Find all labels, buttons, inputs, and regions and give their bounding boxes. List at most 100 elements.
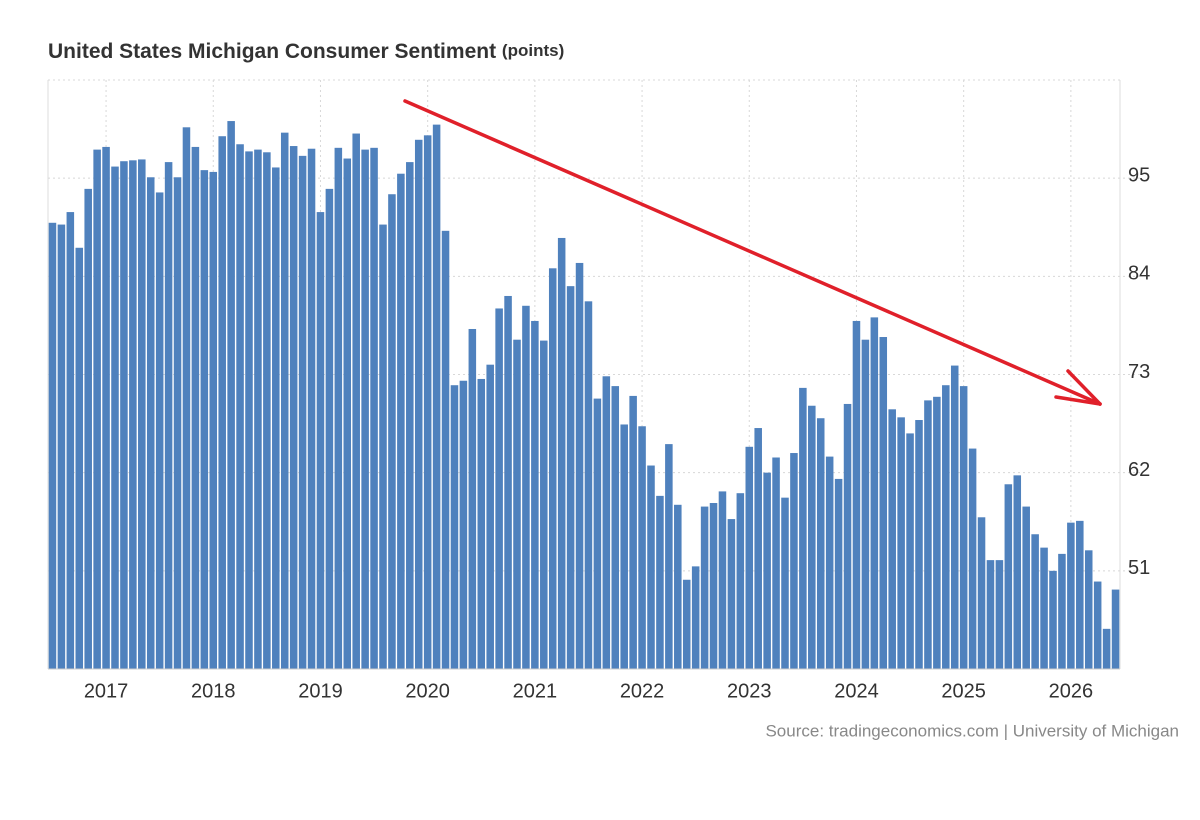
bar — [1004, 484, 1013, 669]
bar — [504, 295, 512, 669]
y-tick-label: 62 — [1128, 459, 1150, 481]
bar — [584, 301, 593, 669]
bar — [146, 177, 155, 670]
bar — [897, 417, 905, 669]
bar — [352, 133, 360, 669]
bar — [459, 380, 468, 669]
bar — [129, 160, 137, 669]
x-tick-label: 2017 — [84, 680, 129, 702]
bar — [468, 328, 477, 669]
bar — [138, 159, 146, 669]
y-tick-label: 95 — [1128, 164, 1150, 186]
x-tick-label: 2026 — [1049, 680, 1094, 702]
bar — [218, 136, 226, 670]
bar — [263, 152, 271, 669]
bar — [66, 212, 75, 669]
bar — [307, 148, 316, 669]
x-tick-label: 2018 — [191, 680, 236, 702]
bar — [602, 376, 611, 669]
bar — [548, 268, 557, 669]
bar — [674, 504, 682, 669]
x-tick-label: 2022 — [620, 680, 665, 702]
bar — [173, 177, 182, 670]
bar — [254, 149, 262, 670]
bar — [477, 378, 486, 669]
bar — [977, 517, 986, 669]
x-tick-label: 2021 — [513, 680, 558, 702]
bar — [155, 192, 164, 670]
bar — [75, 247, 84, 669]
trend-arrow — [403, 99, 1102, 406]
bar — [280, 132, 289, 670]
bar — [111, 166, 119, 669]
bar — [486, 364, 494, 669]
bar — [647, 465, 655, 669]
bar — [799, 387, 807, 669]
bar — [906, 433, 914, 669]
y-tick-label: 73 — [1128, 361, 1150, 383]
bar — [57, 224, 66, 669]
bar — [316, 212, 325, 669]
x-tick-label: 2019 — [298, 680, 343, 702]
y-tick-label: 51 — [1128, 557, 1150, 579]
bar — [781, 497, 789, 669]
bar — [682, 579, 691, 669]
bar — [611, 386, 620, 669]
bar — [986, 560, 995, 669]
bar — [540, 340, 548, 669]
bar — [950, 365, 959, 669]
bar — [629, 395, 637, 669]
bar — [933, 396, 941, 669]
bar — [388, 194, 396, 670]
bar — [1013, 475, 1022, 669]
bar — [995, 560, 1004, 669]
bar — [665, 444, 673, 669]
bar — [834, 478, 843, 669]
bar — [825, 456, 834, 669]
x-tick-label: 2025 — [941, 680, 986, 702]
bar — [1084, 550, 1093, 669]
bar — [334, 147, 343, 670]
bar — [272, 167, 280, 669]
bar — [343, 158, 352, 670]
y-tick-label: 84 — [1128, 263, 1150, 285]
source: Source: tradingeconomics.com | Universit… — [765, 721, 1179, 740]
bar — [441, 230, 450, 669]
title-text: United States Michigan Consumer Sentimen… — [48, 40, 496, 63]
bar — [245, 151, 253, 670]
bar — [1040, 547, 1048, 669]
chart-title: United States Michigan Consumer Sentimen… — [48, 40, 564, 63]
plot-area: 51 62 73 84 95 2017 2018 2019 2020 2021 2022 2023 20… — [47, 79, 1150, 702]
bar — [522, 305, 530, 669]
bar — [397, 173, 405, 670]
bar — [227, 121, 235, 669]
bar — [1058, 553, 1066, 669]
bar — [1076, 520, 1084, 669]
bar — [968, 448, 977, 669]
x-tick-label: 2024 — [834, 680, 879, 702]
bar — [593, 398, 602, 669]
bar — [942, 385, 950, 669]
bar — [557, 237, 566, 669]
bar — [772, 457, 780, 669]
bar — [370, 147, 378, 670]
bar — [808, 405, 816, 669]
bar — [852, 320, 861, 669]
bar — [879, 337, 888, 669]
bar — [414, 139, 423, 669]
bar — [745, 446, 754, 669]
bar — [84, 188, 92, 669]
bar — [191, 146, 200, 669]
bar — [566, 286, 575, 669]
bar — [727, 519, 736, 669]
bar — [888, 409, 896, 669]
bar — [1093, 581, 1102, 669]
bar — [513, 339, 521, 669]
bar — [915, 420, 923, 669]
bar — [575, 262, 584, 669]
bar — [763, 472, 771, 669]
bar — [209, 171, 218, 670]
bar — [709, 503, 718, 669]
